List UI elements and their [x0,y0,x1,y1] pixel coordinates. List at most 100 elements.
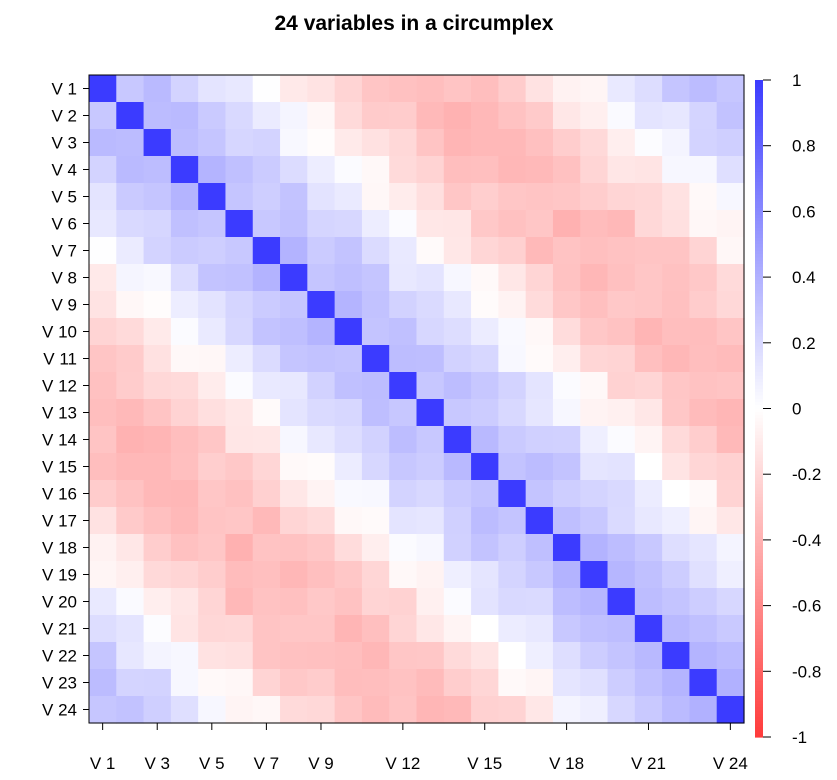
heatmap-cell [689,453,718,481]
heatmap-cell [116,399,145,427]
heatmap-cell [116,75,145,103]
heatmap-cell [443,264,472,292]
heatmap-cell [525,507,554,535]
colorbar-segment [755,490,763,495]
heatmap-cell [716,345,745,373]
heatmap-cell [389,372,418,400]
heatmap-cell [689,426,718,454]
heatmap-cell [280,129,308,157]
row-labels: V 1 V 2 V 3 V 4 V 5 V 6 V 7 V 8 V 9 V 10 V 11 V 12 V… [42,80,89,720]
colorbar-segment [755,618,763,623]
heatmap-cell [280,588,308,616]
heatmap-cell [252,561,281,589]
column-label: V 3 [144,754,170,773]
heatmap-cell [580,183,609,211]
heatmap-cell [498,183,527,211]
heatmap-cell [361,588,390,616]
colorbar-segment [755,714,763,718]
heatmap-cell [607,615,636,643]
colorbar-segment [755,520,763,525]
heatmap-cell [471,480,499,508]
column-label: V 15 [467,754,502,773]
heatmap-cell [225,129,254,157]
heatmap-cell [307,696,336,724]
heatmap-cell [634,372,663,400]
heatmap-cell [552,318,581,346]
colorbar-segment [755,710,763,715]
heatmap-cell [607,480,636,508]
heatmap-cell [689,480,718,508]
heatmap-cell [389,534,418,562]
heatmap-cell [198,696,227,724]
heatmap-cell [580,642,609,670]
colorbar-segment [755,638,763,643]
colorbar-segment [755,625,763,630]
heatmap-cell [525,183,554,211]
colorbar-segment [755,720,763,725]
heatmap-cell [416,534,445,562]
heatmap-cell [361,183,390,211]
heatmap-cell [552,264,581,292]
heatmap-cell [662,291,691,319]
heatmap-cell [416,561,445,589]
heatmap-cell [662,507,691,535]
heatmap-cell [170,399,199,427]
heatmap-cell [607,264,636,292]
heatmap-cell [170,102,199,130]
heatmap-cell [525,426,554,454]
row-label: V 13 [42,404,77,423]
heatmap-cell [225,345,254,373]
heatmap-cell [525,237,554,265]
heatmap-cell [662,183,691,211]
heatmap-cell [580,264,609,292]
heatmap-cell [170,372,199,400]
colorbar-segment [755,612,763,617]
row-label: V 3 [51,134,77,153]
heatmap-cell [607,642,636,670]
heatmap-cell [143,75,172,103]
heatmap-cell [634,588,663,616]
colorbar-segment [755,602,763,607]
heatmap-cell [307,75,336,103]
heatmap-cell [307,642,336,670]
heatmap-cell [198,399,227,427]
colorbar-segment [755,681,763,686]
colorbar-segment [755,244,763,249]
colorbar-segment [755,661,763,666]
colorbar-segment [755,651,763,656]
heatmap-cell [662,669,691,697]
heatmap-cell [170,642,199,670]
heatmap-cell [389,237,418,265]
heatmap-cell [607,345,636,373]
heatmap-cell [389,453,418,481]
heatmap-cell [552,480,581,508]
heatmap-cell [116,183,145,211]
heatmap-cell [280,102,308,130]
colorbar-segment [755,700,763,705]
heatmap-cell [225,183,254,211]
row-label: V 9 [51,296,77,315]
heatmap-cell [170,480,199,508]
heatmap-cell [170,291,199,319]
heatmap-cell [607,156,636,184]
colorbar-segment [755,165,763,170]
colorbar-segment [755,470,763,475]
heatmap-cell [361,453,390,481]
heatmap-cell [389,129,418,157]
chart-title: 24 variables in a circumplex [275,12,554,35]
heatmap-cell [225,480,254,508]
heatmap-cell [143,264,172,292]
heatmap-cell [525,318,554,346]
heatmap-cell [143,534,172,562]
colorbar-segment [755,135,763,140]
colorbar-segment [755,428,763,433]
heatmap-cell [471,561,499,589]
heatmap-cell [198,561,227,589]
heatmap-cell [716,291,745,319]
colorbar-segment [755,263,763,268]
heatmap-cell [198,210,227,238]
heatmap-cell [116,615,145,643]
heatmap-cell [662,318,691,346]
heatmap-cell [471,318,499,346]
colorbar-segment [755,454,763,459]
